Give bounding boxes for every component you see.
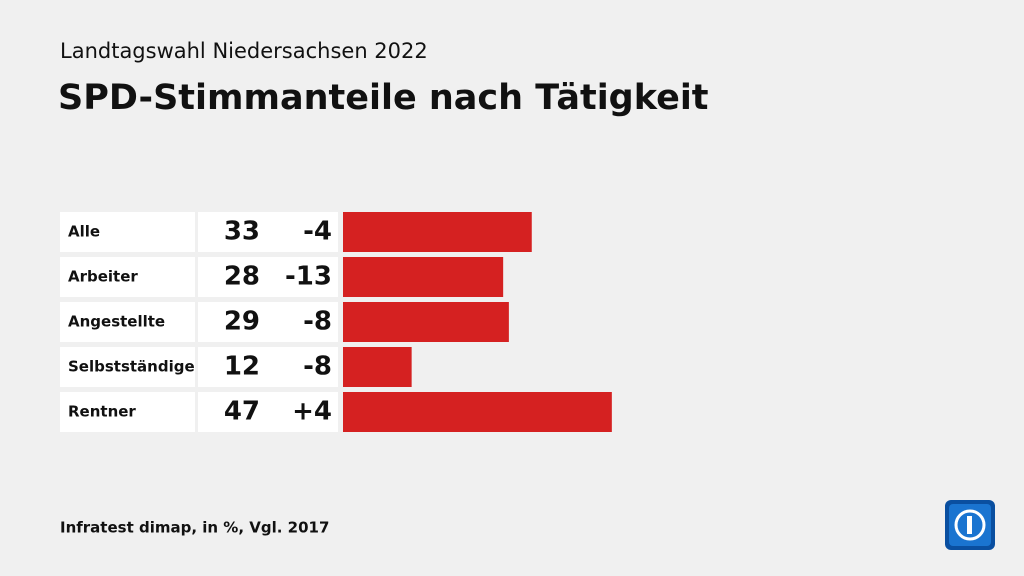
label-cell bbox=[60, 212, 195, 252]
value-cell bbox=[198, 302, 338, 342]
bar bbox=[343, 347, 412, 387]
change-label: +4 bbox=[292, 397, 332, 427]
bar bbox=[343, 392, 612, 432]
chart-title: SPD-Stimmanteile nach Tätigkeit bbox=[58, 78, 709, 118]
chart-subtitle: Landtagswahl Niedersachsen 2022 bbox=[60, 39, 428, 63]
value-label: 29 bbox=[224, 307, 260, 337]
bar bbox=[343, 302, 509, 342]
value-label: 28 bbox=[224, 262, 260, 292]
category-label: Alle bbox=[68, 223, 100, 241]
change-label: -8 bbox=[303, 307, 332, 337]
label-cell bbox=[60, 257, 195, 297]
label-cell bbox=[60, 392, 195, 432]
label-cell bbox=[60, 347, 195, 387]
label-cell bbox=[60, 302, 195, 342]
value-label: 33 bbox=[224, 217, 260, 247]
category-label: Selbstständige bbox=[68, 358, 195, 376]
category-label: Rentner bbox=[68, 403, 136, 421]
change-label: -4 bbox=[303, 217, 332, 247]
bar bbox=[343, 257, 504, 297]
category-label: Angestellte bbox=[68, 313, 165, 331]
logo bbox=[945, 500, 995, 550]
value-cell bbox=[198, 347, 338, 387]
change-label: -8 bbox=[303, 352, 332, 382]
bar bbox=[343, 212, 532, 252]
value-cell bbox=[198, 257, 338, 297]
source: Infratest dimap, in %, Vgl. 2017 bbox=[60, 519, 329, 537]
value-label: 47 bbox=[224, 397, 260, 427]
change-label: -13 bbox=[285, 262, 332, 292]
value-cell bbox=[198, 212, 338, 252]
value-label: 12 bbox=[224, 352, 260, 382]
category-label: Arbeiter bbox=[68, 268, 138, 286]
value-cell bbox=[198, 392, 338, 432]
